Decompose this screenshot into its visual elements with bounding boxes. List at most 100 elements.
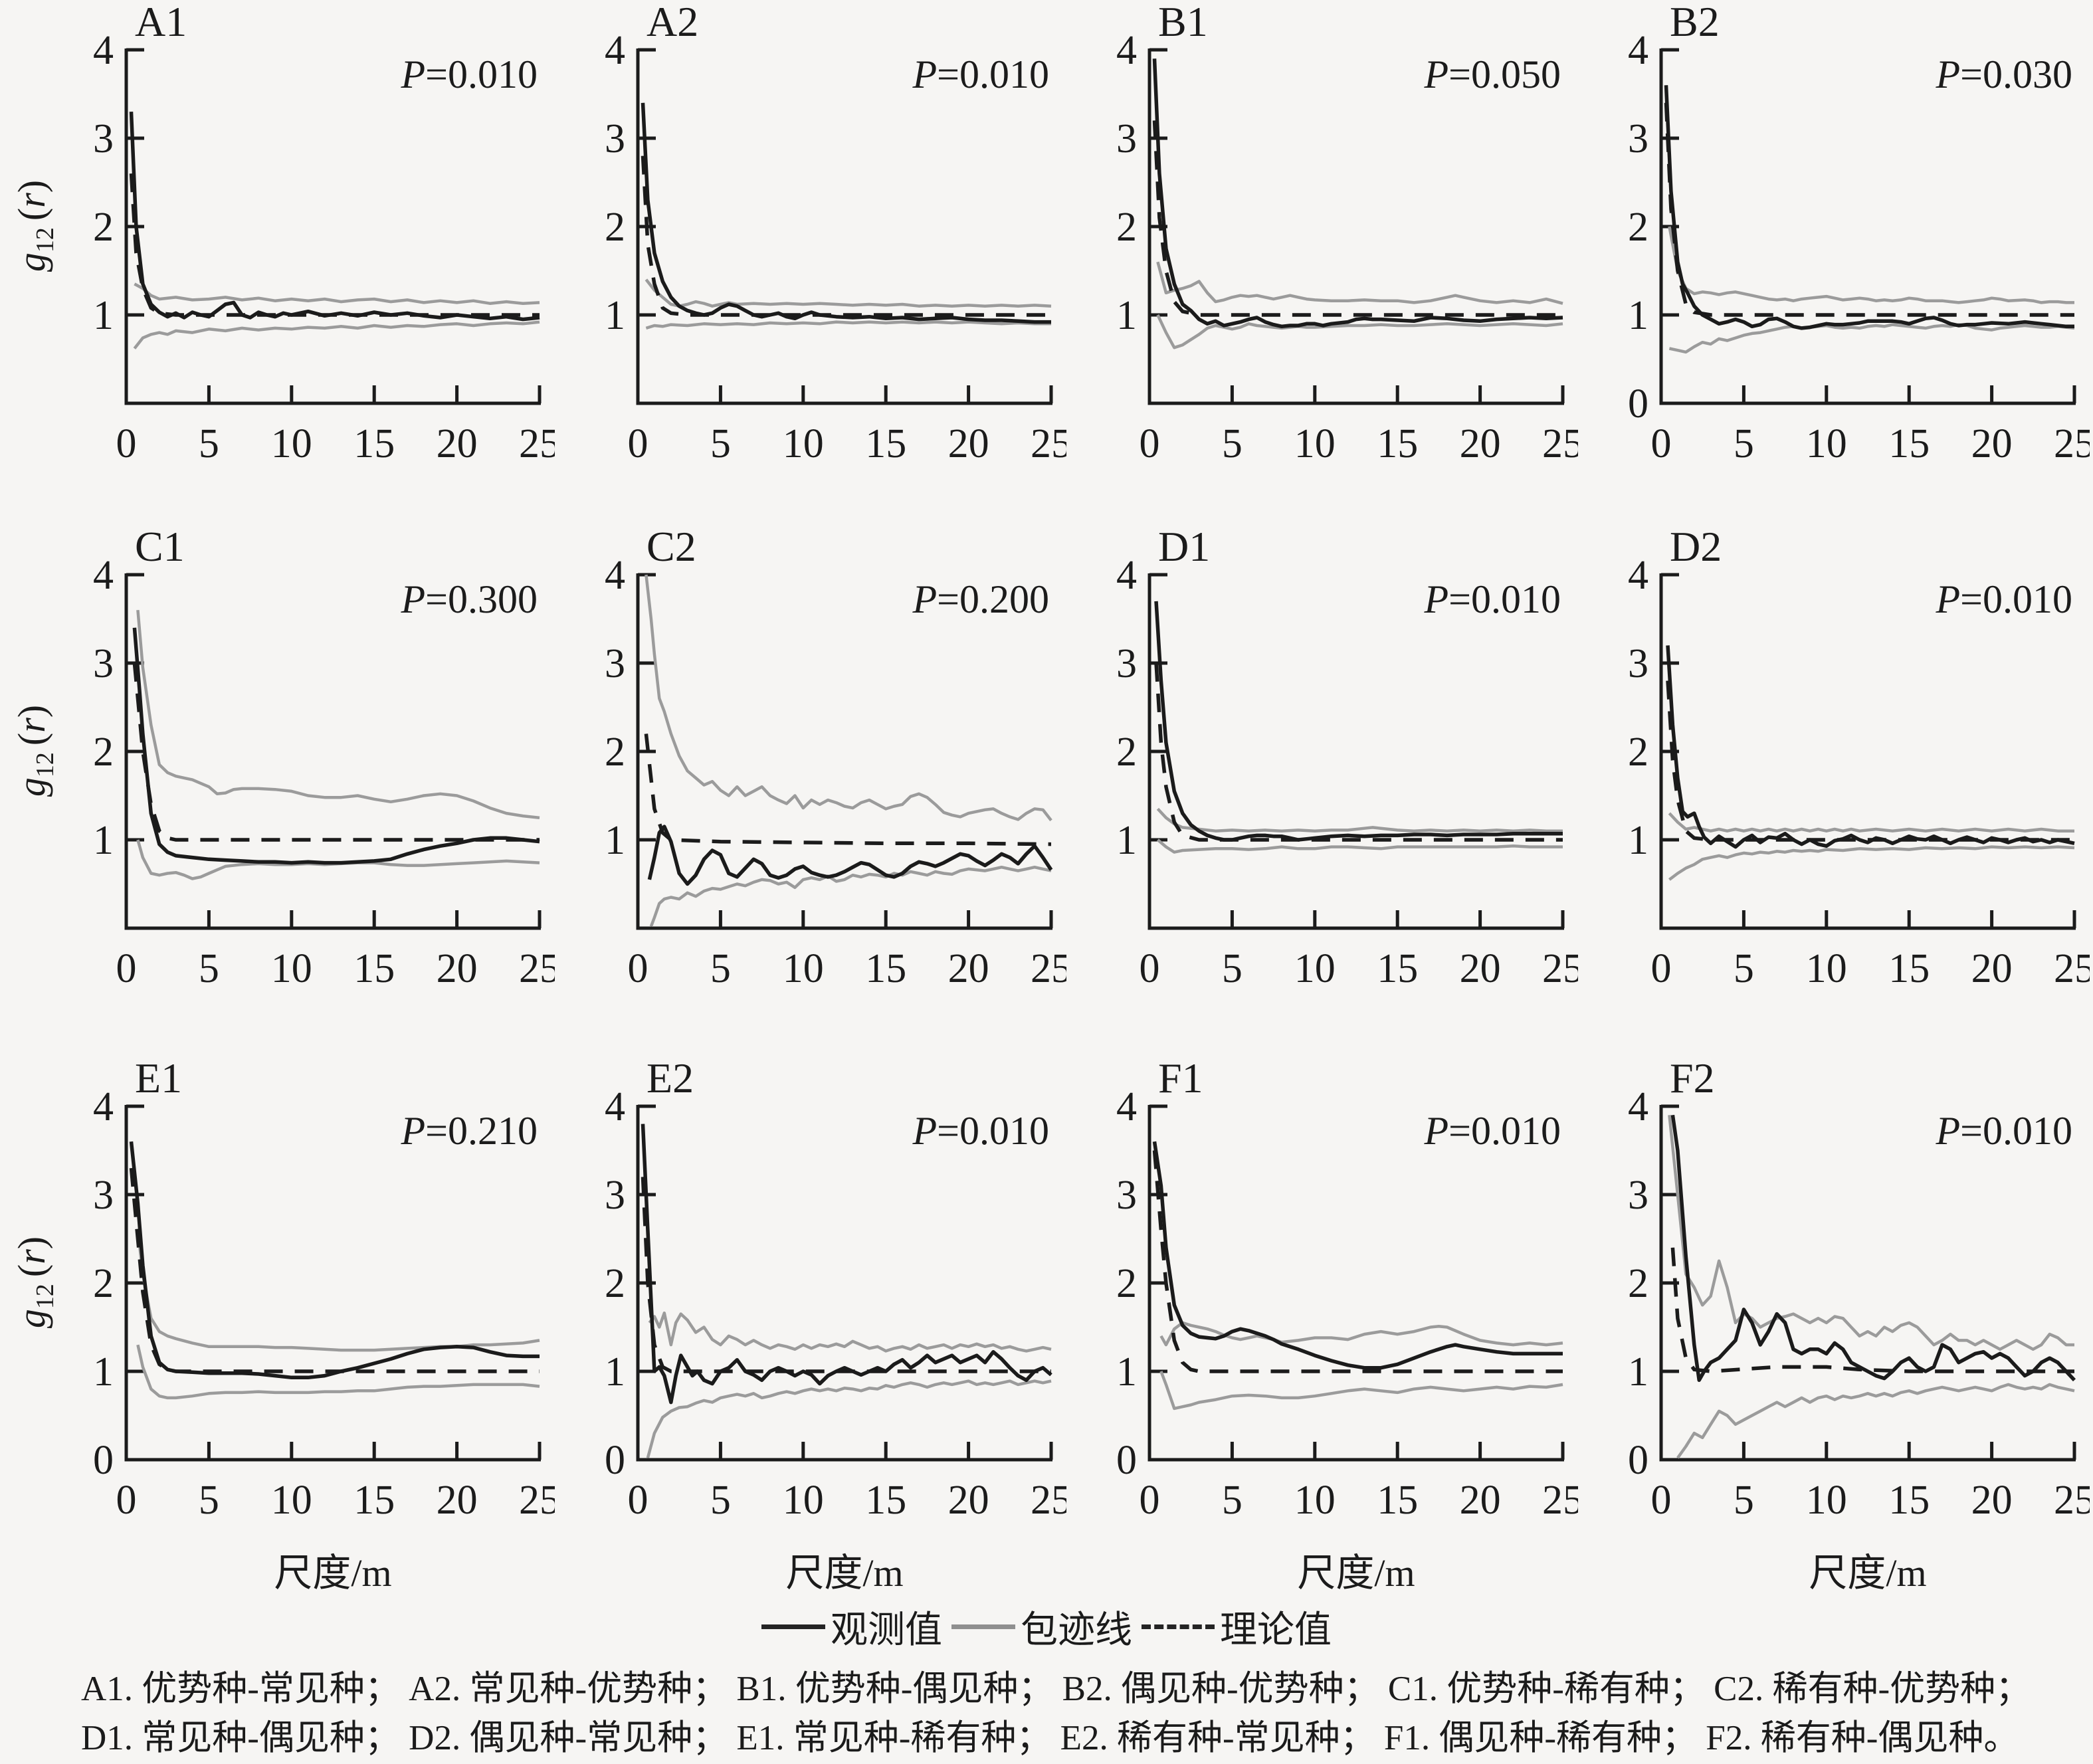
ylabel-subscript: 12: [31, 227, 59, 253]
panel-label: C1: [135, 532, 185, 570]
envelope-upper-line: [136, 610, 540, 820]
x-tick-label: 0: [116, 421, 137, 466]
caption-line-2: D1. 常见种-偶见种； D2. 偶见种-常见种； E1. 常见种-稀有种； E…: [81, 1719, 2019, 1757]
y-tick-label: 3: [1628, 1173, 1648, 1218]
x-tick-label: 10: [1806, 1478, 1847, 1523]
envelope-lower-line: [1156, 838, 1563, 854]
axes: [1147, 49, 1564, 405]
panel-label: B2: [1670, 7, 1720, 45]
legend-label-observed: 观测值: [831, 1610, 942, 1651]
y-tick-label: 2: [1628, 1261, 1648, 1306]
y-tick-label: 1: [1628, 1349, 1648, 1395]
x-tick-label: 10: [783, 421, 824, 466]
y-tick-label: 1: [93, 1349, 114, 1395]
x-tick-label: 5: [1734, 946, 1754, 991]
y-tick-label: 2: [605, 730, 625, 775]
axes: [124, 1105, 541, 1462]
envelope-lower-line: [645, 320, 1051, 330]
caption-line-1: A1. 优势种-常见种； A2. 常见种-优势种； B1. 优势种-偶见种； B…: [81, 1670, 2031, 1708]
y-tick-label: 3: [605, 116, 625, 161]
axes: [636, 1105, 1052, 1462]
panel-d1: 4 3 2 1 0 5 10 15 20 25 D1 P=0.010: [1073, 523, 1583, 1007]
envelope-upper-line: [1668, 1115, 2074, 1351]
y-tick-label: 4: [1628, 553, 1648, 598]
observed-line: [1152, 58, 1563, 329]
y-tick-label: 1: [1628, 293, 1648, 338]
x-tick-label: 0: [116, 1478, 137, 1523]
theoretical-line: [132, 662, 540, 842]
p-value-label: P=0.010: [1936, 1109, 2073, 1153]
x-tick-label: 5: [1734, 421, 1754, 466]
panel-label: A2: [647, 7, 698, 45]
axes: [1659, 49, 2076, 405]
theoretical-line: [644, 734, 1052, 846]
legend: 观测值 包迹线 理论值: [0, 1600, 2093, 1654]
y-tick-label: 3: [1116, 116, 1137, 161]
x-tick-label: 20: [1460, 946, 1501, 991]
panel-label: D2: [1670, 532, 1722, 570]
x-tick-label: 15: [1377, 421, 1418, 466]
panel-label: C2: [647, 532, 696, 570]
panel-d2: 4 3 2 1 0 5 10 15 20 25 D2 P=0.010: [1585, 523, 2093, 1007]
envelope-line-icon: [951, 1624, 1015, 1629]
x-tick-label: 15: [353, 1478, 395, 1523]
x-tick-label: 5: [199, 421, 219, 466]
x-tick-label: 0: [628, 421, 648, 466]
x-tick-label: 0: [1651, 421, 1672, 466]
theoretical-line-icon: [1142, 1624, 1215, 1629]
y-tick-label: 0: [1628, 1438, 1648, 1483]
y-tick-label: 3: [93, 641, 114, 686]
x-tick-label: 20: [1460, 1478, 1501, 1523]
y-tick-label: 1: [605, 818, 625, 863]
x-tick-label: 10: [783, 1478, 824, 1523]
x-tick-label: 0: [628, 1478, 648, 1523]
y-tick-label: 3: [605, 641, 625, 686]
envelope-upper-line: [645, 278, 1052, 308]
envelope-upper-line: [648, 1311, 1052, 1353]
theoretical-line: [641, 1177, 1051, 1373]
x-tick-label: 20: [437, 946, 478, 991]
theoretical-line: [1152, 120, 1563, 317]
theoretical-line: [129, 1167, 540, 1373]
y-axis-title-row-2: g12(r): [10, 704, 59, 797]
panel-c2: 4 3 2 1 0 5 10 15 20 25 C2 P=0.200: [561, 523, 1072, 1007]
x-tick-label: 10: [783, 946, 824, 991]
envelope-upper-line: [1156, 261, 1563, 305]
x-tick-label: 0: [1651, 946, 1672, 991]
x-tick-label: 0: [116, 946, 137, 991]
envelope-upper-line: [1156, 807, 1563, 833]
y-tick-label: 1: [1116, 818, 1137, 863]
envelope-lower-line: [1159, 1371, 1563, 1411]
panel-f1: 4 3 2 1 0 0 5 10 15 20 25 F1 P=0.010: [1073, 1054, 1583, 1538]
x-tick-label: 20: [437, 1478, 478, 1523]
y-tick-label: 2: [93, 730, 114, 775]
axes: [636, 49, 1052, 405]
y-tick-label: 2: [93, 1261, 114, 1306]
x-tick-label: 5: [1222, 946, 1243, 991]
y-tick-label: 1: [1116, 1349, 1137, 1395]
x-tick-label: 25: [519, 946, 555, 991]
x-tick-label: 25: [519, 1478, 555, 1523]
y-tick-label: 1: [605, 293, 625, 338]
x-tick-label: 25: [1031, 946, 1066, 991]
y-tick-label: 0: [1628, 381, 1648, 427]
panel-label: B1: [1158, 7, 1208, 45]
y-tick-label: 3: [605, 1173, 625, 1218]
x-axis-title-col-2: 尺度/m: [785, 1551, 904, 1595]
x-tick-label: 5: [710, 1478, 731, 1523]
y-tick-label: 0: [1116, 1438, 1137, 1483]
theoretical-line: [641, 155, 1051, 317]
envelope-lower-line: [133, 320, 540, 349]
observed-line: [1670, 1114, 2076, 1383]
x-tick-label: 25: [1031, 1478, 1066, 1523]
envelope-upper-line: [134, 282, 540, 305]
x-tick-label: 25: [1542, 946, 1578, 991]
envelope-lower-line: [646, 1379, 1052, 1458]
